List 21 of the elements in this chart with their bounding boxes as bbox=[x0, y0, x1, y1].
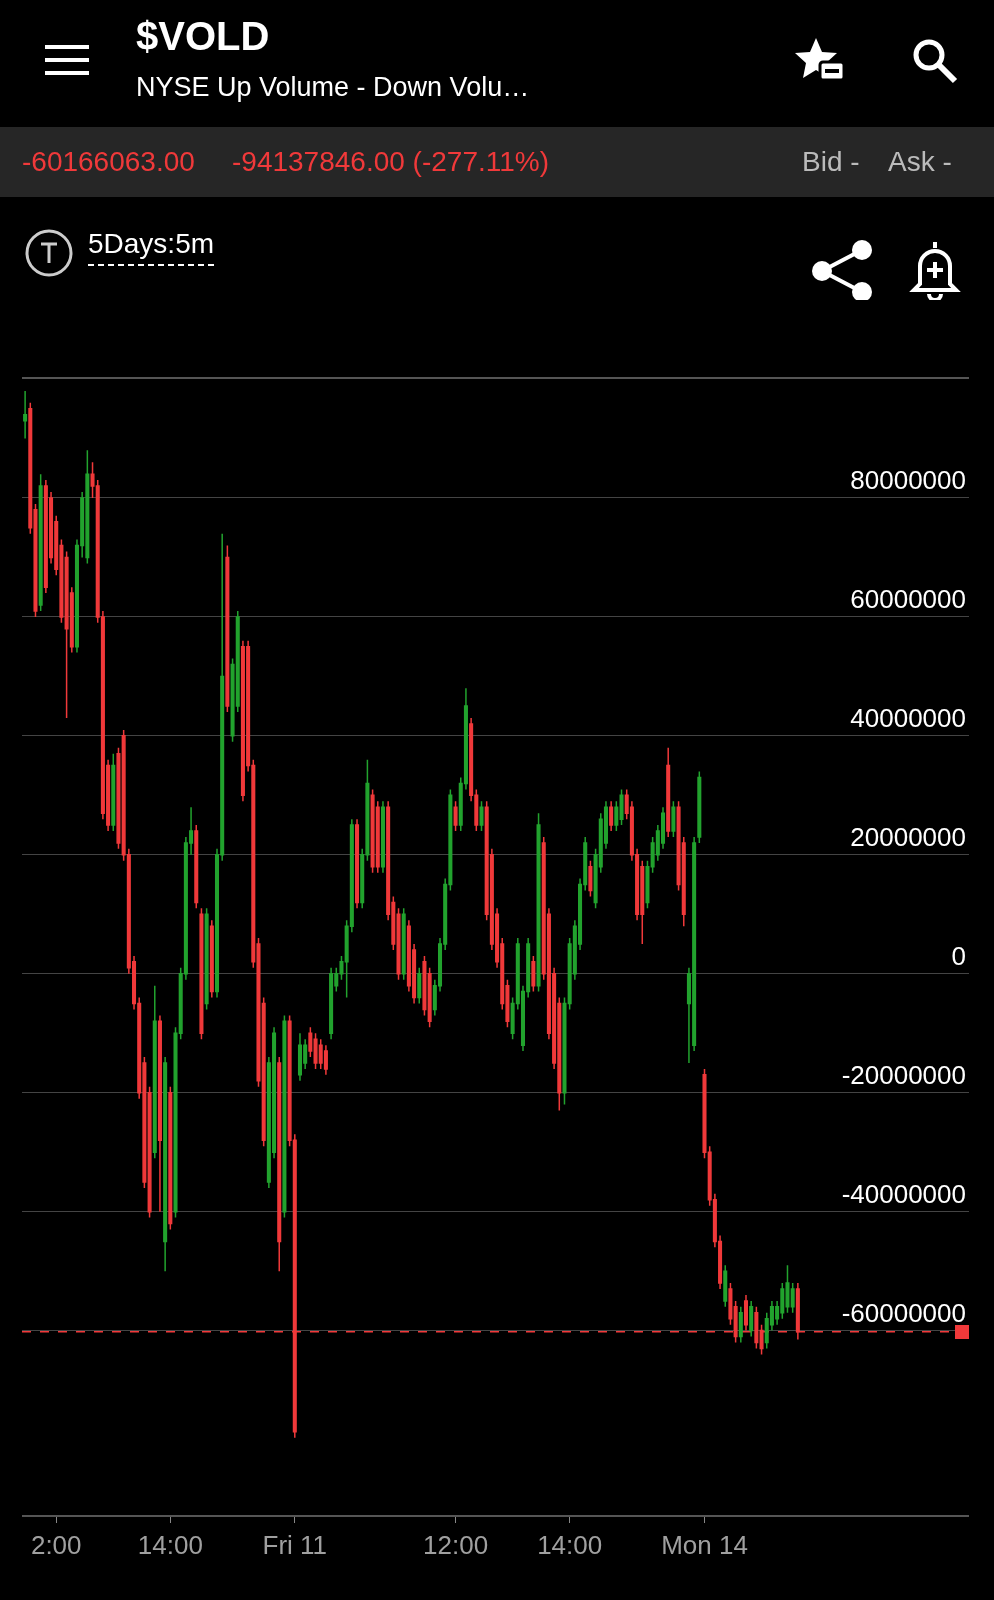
text: -94137846.00 (-277.11%) bbox=[232, 146, 550, 178]
y-tick-label: -40000000 bbox=[841, 1178, 966, 1209]
x-tick-label: Mon 14 bbox=[661, 1530, 748, 1561]
text: -60166063.00 bbox=[22, 146, 195, 178]
text: Bid - bbox=[802, 146, 860, 178]
x-tick-label: 2:00 bbox=[30, 1530, 82, 1561]
y-tick-label: 20000000 bbox=[850, 821, 966, 852]
y-tick-label: -60000000 bbox=[841, 1297, 966, 1328]
y-tick-label: -20000000 bbox=[841, 1059, 966, 1090]
x-tick-label: 12:00 bbox=[423, 1530, 489, 1561]
text: Ask - bbox=[888, 146, 952, 178]
x-tick-label: 14:00 bbox=[137, 1530, 203, 1561]
y-tick-label: 60000000 bbox=[850, 584, 966, 615]
text: 5Days:5m bbox=[88, 228, 215, 266]
x-tick-label: Fri 11 bbox=[262, 1530, 328, 1561]
y-tick-label: 80000000 bbox=[850, 465, 966, 496]
chart-subtitle: NYSE Up Volume - Down Volu… bbox=[136, 72, 530, 103]
chart-title: $VOLD bbox=[136, 14, 270, 59]
y-tick-label: 0 bbox=[951, 940, 966, 971]
x-tick-label: 14:00 bbox=[537, 1530, 603, 1561]
y-tick-label: 40000000 bbox=[850, 702, 966, 733]
